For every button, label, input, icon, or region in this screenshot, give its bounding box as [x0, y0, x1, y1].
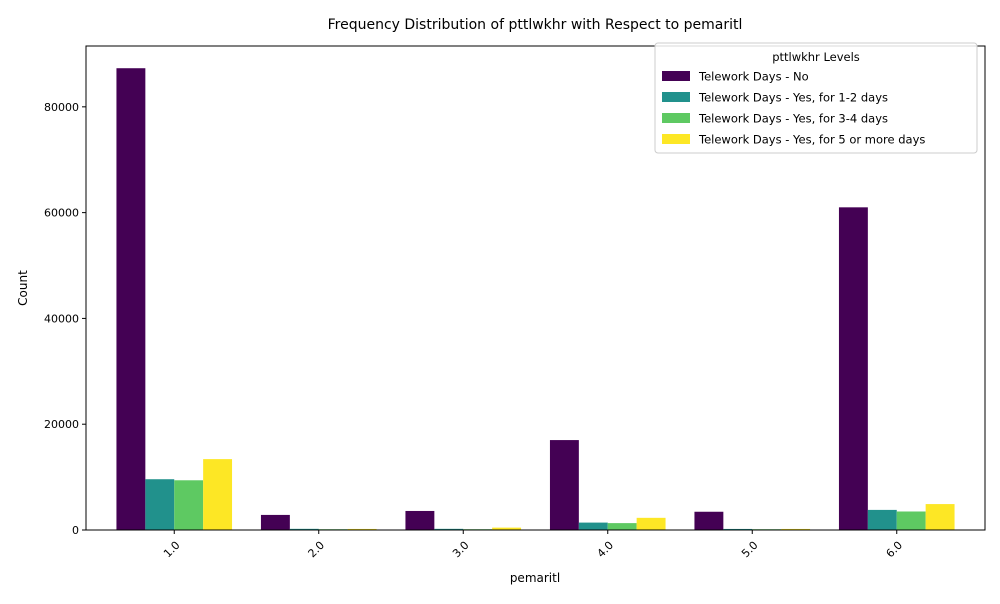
bar-4-3.0	[492, 527, 522, 530]
bar-4-2.0	[347, 528, 377, 530]
bar-2-4.0	[578, 522, 608, 530]
x-axis-ticks: 1.0 2.0 3.0 4.0 5.0 6.0	[161, 530, 905, 560]
y-axis-ticks: 0 20000 40000 60000 80000	[44, 101, 86, 537]
legend-items: Telework Days - No Telework Days - Yes, f…	[662, 70, 925, 147]
y-axis-label: Count	[16, 270, 30, 306]
legend-swatch	[662, 71, 690, 81]
bar-3-1.0	[174, 480, 204, 530]
bar-2-6.0	[867, 509, 897, 530]
axes-frame	[85, 45, 986, 531]
bar-1-5.0	[694, 511, 724, 530]
bar-1-1.0	[116, 68, 146, 530]
bar-1-6.0	[838, 207, 868, 530]
bar-1-2.0	[260, 514, 290, 530]
legend-label: Telework Days - No	[698, 70, 809, 84]
legend-label: Telework Days - Yes, for 5 or more days	[698, 133, 925, 147]
bar-1-3.0	[405, 510, 435, 530]
y-tick-label: 0	[72, 524, 79, 537]
bar-4-5.0	[781, 528, 811, 530]
legend-label: Telework Days - Yes, for 1-2 days	[698, 91, 888, 105]
bar-3-4.0	[607, 523, 637, 530]
x-tick-label: 4.0	[594, 539, 616, 561]
bar-4-1.0	[203, 459, 233, 530]
legend-title: pttlwkhr Levels	[772, 50, 860, 64]
y-tick-label: 80000	[44, 101, 79, 114]
y-tick-label: 60000	[44, 207, 79, 220]
chart-title: Frequency Distribution of pttlwkhr with …	[328, 17, 743, 33]
bar-3-6.0	[896, 511, 926, 530]
legend-swatch	[662, 92, 690, 102]
bar-4-4.0	[636, 517, 666, 530]
y-tick-label: 20000	[44, 418, 79, 431]
bar-1-4.0	[549, 440, 579, 530]
x-axis-label: pemaritl	[510, 571, 560, 585]
legend: pttlwkhr Levels Telework Days - NoTelewo…	[654, 42, 978, 154]
bars-group	[116, 68, 955, 530]
x-tick-label: 6.0	[883, 539, 905, 561]
bar-2-1.0	[145, 479, 175, 530]
x-tick-label: 5.0	[739, 539, 761, 561]
legend-frame	[654, 42, 978, 154]
x-tick-label: 3.0	[450, 539, 472, 561]
x-tick-label: 1.0	[161, 539, 183, 561]
legend-swatch	[662, 113, 690, 123]
legend-swatch	[662, 134, 690, 144]
x-tick-label: 2.0	[305, 539, 327, 561]
bar-2-5.0	[723, 528, 753, 530]
bar-4-6.0	[925, 504, 955, 530]
y-tick-label: 40000	[44, 312, 79, 325]
bar-2-3.0	[434, 528, 464, 530]
bar-2-2.0	[289, 528, 319, 530]
legend-label: Telework Days - Yes, for 3-4 days	[698, 112, 888, 126]
